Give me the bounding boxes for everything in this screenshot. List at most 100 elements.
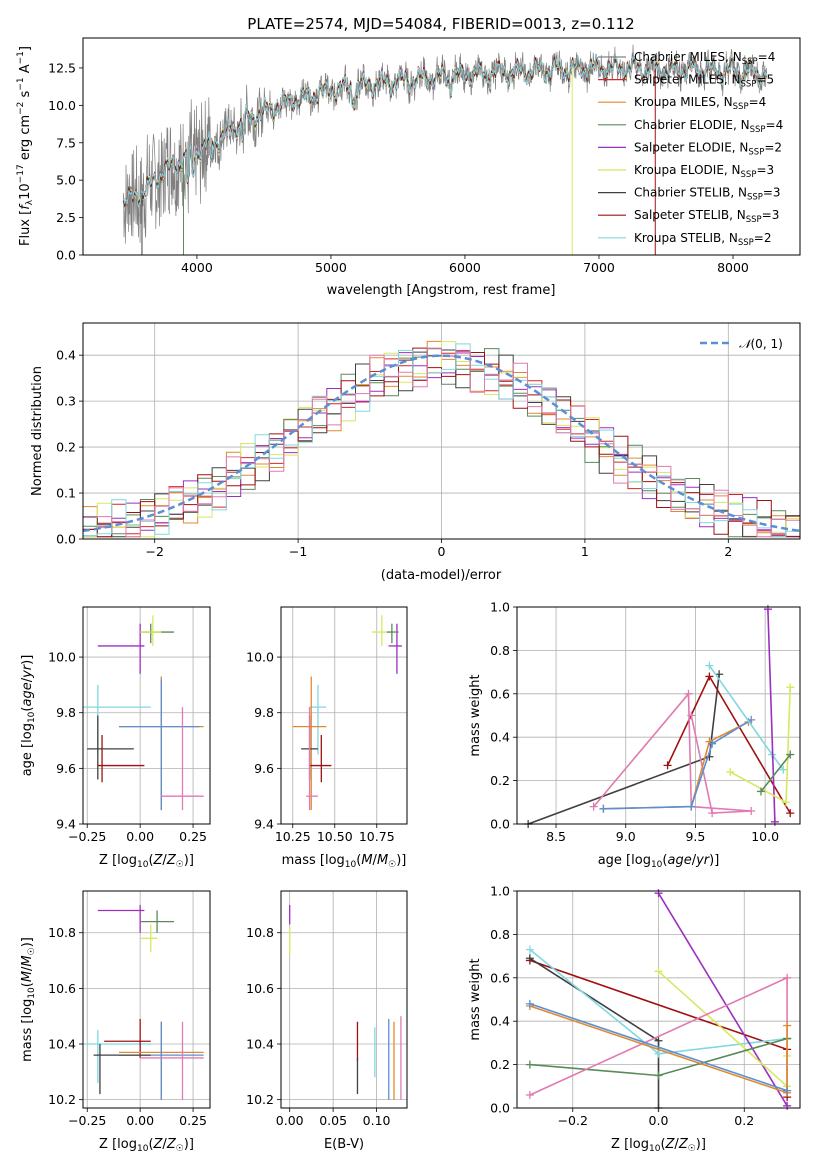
weight-marker: [654, 1036, 663, 1045]
y-tick-label: 10.4: [246, 1037, 274, 1052]
weight-marker: [786, 750, 795, 759]
x-tick-label: 10.0: [751, 829, 779, 844]
weight-line: [767, 609, 776, 822]
weight-marker: [525, 945, 534, 954]
errorbar-point: [309, 684, 327, 755]
x-tick-label: 10.75: [359, 829, 395, 844]
weight-marker: [654, 967, 663, 976]
y-tick-label: 9.4: [56, 817, 76, 832]
y-tick-label: 10.6: [246, 981, 274, 996]
legend-entry: Kroupa ELODIE, NSSP=3: [634, 163, 774, 180]
axes-frame: [516, 606, 801, 825]
spectrum-y-label: Flux [fλ10−17 erg cm−2 s−1 A−1]: [16, 46, 35, 246]
legend-entry: Chabrier STELIB, NSSP=3: [634, 186, 781, 203]
errorbar-point: [386, 623, 399, 644]
panel-mass_vs_ebv: 0.00 0.05 0.10 10.2 10.4 10.6 10.8 E(B-V): [246, 890, 408, 1152]
x-tick-label: 0.05: [319, 1113, 347, 1128]
legend-entry: Salpeter ELODIE, NSSP=2: [634, 140, 782, 157]
weight-marker: [705, 672, 714, 681]
y-tick-label: 0.0: [490, 817, 510, 832]
legend-entry: Kroupa MILES, NSSP=4: [634, 95, 766, 112]
weight-marker: [747, 806, 756, 815]
errorbar-point: [306, 707, 318, 811]
y-tick-label: 10.2: [48, 1092, 76, 1107]
panel-weight_vs_Z: −0.2 0.0 0.2 0.0 0.2 0.4 0.6 0.8 1.0 Z [log10(Z/Z…: [468, 884, 801, 1154]
y-tick-label: 0.0: [56, 248, 76, 263]
errorbar-point: [83, 1030, 151, 1083]
x-tick-label: −0.25: [68, 1113, 106, 1128]
histogram-step-line: [83, 343, 800, 538]
weight-series: [663, 672, 795, 818]
weight-marker: [525, 1060, 534, 1069]
y-tick-label: 10.0: [48, 650, 76, 665]
errorbar-point: [97, 734, 145, 783]
y-tick-label: 10.6: [48, 981, 76, 996]
y-tick-label: 0.6: [490, 970, 510, 985]
weight-series: [525, 999, 792, 1095]
y-tick-label: 9.6: [56, 761, 76, 776]
panel-age_vs_mass: 10.25 10.50 10.75 9.4 9.6 9.8 10.0 mass [log10(…: [246, 606, 408, 870]
x-tick-label: 9.5: [685, 829, 705, 844]
weight-marker: [654, 889, 663, 898]
weight-marker: [684, 689, 693, 698]
weight-line: [760, 754, 791, 792]
errorbar-point: [140, 615, 162, 646]
errorbar-point: [140, 910, 175, 933]
errorbar-point: [140, 924, 158, 953]
weight-marker: [782, 798, 791, 807]
x-tick-label: 10.25: [275, 829, 311, 844]
x-tick-label: 4000: [181, 260, 213, 275]
weight-marker: [687, 802, 696, 811]
legend-entry: Salpeter STELIB, NSSP=3: [634, 208, 779, 225]
x-tick-label: 8.5: [546, 829, 566, 844]
weight-marker: [589, 802, 598, 811]
panel-spectrum: 4000 5000 6000 7000 8000 0.0 2.5 5.0 7.5 10.0 12.5…: [16, 37, 801, 298]
x-tick-label: 0.00: [126, 1113, 154, 1128]
histogram-step-line: [83, 347, 800, 538]
legend-entry: 𝒩(0, 1): [739, 337, 783, 351]
spectrum-lines: [122, 44, 767, 255]
weight-marker: [770, 817, 779, 826]
errorbar-point: [104, 1018, 151, 1058]
errorbar-point: [140, 623, 175, 644]
axes-frame: [280, 890, 408, 1109]
errorbar-point: [93, 1044, 151, 1095]
y-tick-label: 0.2: [490, 773, 510, 788]
weight-series: [654, 889, 792, 1110]
y-tick-label: 0.2: [490, 1057, 510, 1072]
x-tick-label: −0.25: [68, 829, 106, 844]
weight-series: [756, 750, 795, 796]
histogram-steps: [83, 340, 800, 538]
weight-marker: [687, 711, 696, 720]
y-tick-label: 0.6: [490, 686, 510, 701]
weight_vs_Z-y-label: mass weight: [468, 958, 483, 1040]
weight-marker: [705, 661, 714, 670]
panel-mass_vs_Z: −0.25 0.00 0.25 10.2 10.4 10.6 10.8 Z [log10(Z/…: [20, 890, 211, 1154]
x-tick-label: 10.50: [317, 829, 353, 844]
axes-frame: [82, 606, 211, 825]
x-tick-label: 0.00: [276, 1113, 304, 1128]
spectrum-legend: Chabrier MILES, NSSP=4 Salpeter MILES, NS…: [598, 50, 783, 248]
y-tick-label: 5.0: [56, 173, 76, 188]
errorbar-point: [118, 679, 200, 811]
weight-marker: [654, 1071, 663, 1080]
y-tick-label: 10.8: [48, 925, 76, 940]
weight-marker: [525, 954, 534, 963]
y-tick-label: 9.6: [254, 761, 274, 776]
weight_vs_age-y-label: mass weight: [468, 674, 483, 756]
weight-marker: [663, 761, 672, 770]
hist-x-label: (data-model)/error: [381, 568, 502, 583]
mass_vs_Z-x-label: Z [log10(Z/Z☉)]: [99, 1137, 194, 1154]
weight-marker: [525, 1090, 534, 1099]
x-tick-label: 0.0: [649, 1113, 669, 1128]
weight-marker: [525, 999, 534, 1008]
y-tick-label: 1.0: [490, 600, 510, 615]
y-tick-label: 10.0: [48, 98, 76, 113]
weight-marker: [786, 809, 795, 818]
axes-frame: [82, 890, 211, 1109]
axes-frame: [516, 890, 801, 1109]
y-tick-label: 0.4: [56, 348, 76, 363]
weight-marker: [654, 1049, 663, 1058]
x-tick-label: −1: [289, 544, 307, 559]
